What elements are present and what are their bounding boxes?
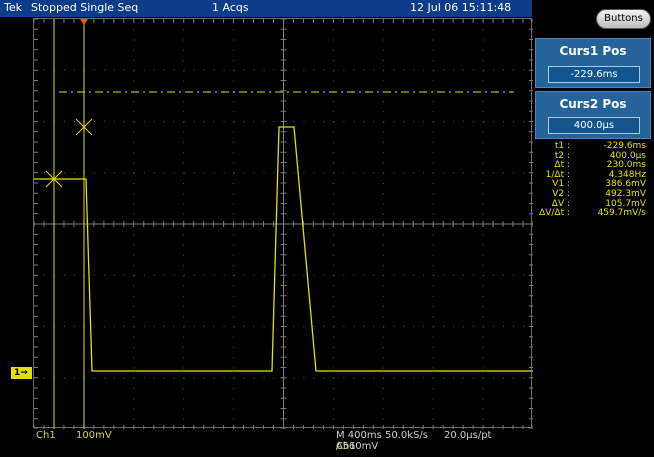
readout-row: 1/Δt :4.348Hz [545,169,646,180]
readout-bar: Ch1 100mV M 400ms 50.0kS/s A Ch1 ∕ 560mV… [0,428,532,457]
cursor1-marker [45,170,63,188]
brand-label: Tek [4,1,22,14]
readout-row: t2 :400.0µs [554,150,646,161]
cursor1-value-field[interactable]: -229.6ms [548,66,640,83]
cursor2-title: Curs2 Pos [559,97,627,111]
trigger-position-marker [80,19,88,25]
readout-row: t1 : -229.6ms [554,141,646,151]
channel-label[interactable]: Ch1 [36,430,56,441]
cursor2-value-field[interactable]: 400.0µs [548,117,640,134]
channel1-ground-marker[interactable]: 1→ [11,367,32,379]
readout-row: ΔV :105.7mV [551,198,646,209]
cursor1-position-control[interactable]: Curs1 Pos -229.6ms [535,38,651,88]
trigger-prefix: A [336,441,343,452]
graticule-grid [34,19,533,429]
ch1-trace [34,126,533,372]
cursor-side-panel: Buttons Curs1 Pos -229.6ms Curs2 Pos 400… [533,0,654,457]
graticule-svg [34,19,533,429]
acquisition-count: 1 Acqs [212,1,249,14]
trigger-channel: Ch1 [336,441,356,452]
acquisition-state: Stopped Single Seq [31,1,139,14]
cursor2-marker [75,118,93,136]
cursor-lines [53,19,514,429]
status-bar: Tek Stopped Single Seq 1 Acqs 12 Jul 06 … [0,0,532,17]
readout-row: V1 :386.6mV [552,179,646,190]
channel1-marker-label: 1→ [14,368,28,378]
sample-resolution: 20.0µs/pt [444,430,492,441]
vertical-scale[interactable]: 100mV [76,430,112,441]
waveform-display[interactable] [33,18,533,429]
cursor1-title: Curs1 Pos [559,44,627,58]
date-time: 12 Jul 06 15:11:48 [410,1,512,14]
cursor2-position-control[interactable]: Curs2 Pos 400.0µs [535,91,651,139]
horizontal-settings[interactable]: M 400ms 50.0kS/s [336,430,429,441]
trigger-level: ∕ 560mV [336,441,379,452]
buttons-button[interactable]: Buttons [596,9,651,29]
readout-row: ΔV/Δt :459.7mV/s [539,208,646,219]
readout-row: Δt :230.0ms [554,160,646,171]
cursor-readouts: t1 : -229.6ms t2 :400.0µs Δt :230.0ms 1/Δ… [533,141,654,219]
readout-row: V2 :492.3mV [552,188,646,199]
